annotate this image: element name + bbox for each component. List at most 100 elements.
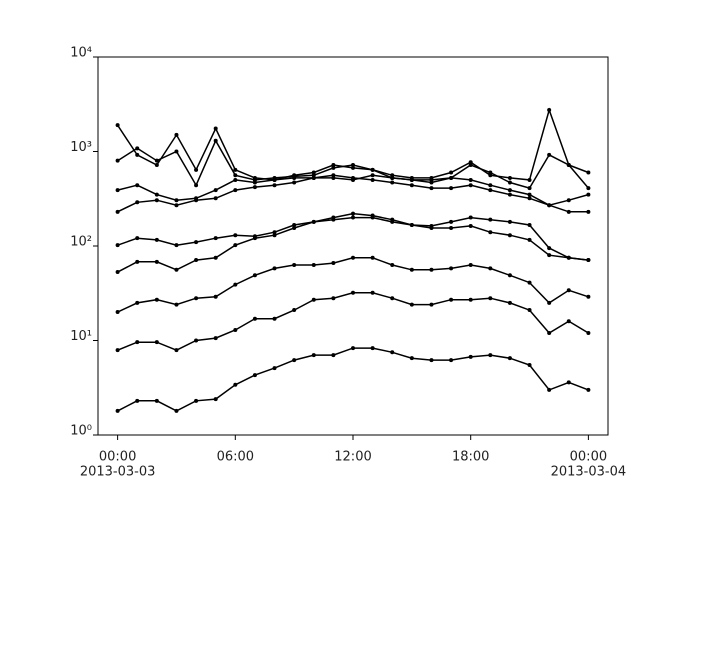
series-point	[351, 346, 355, 351]
series-point	[292, 308, 297, 313]
series-point	[449, 297, 454, 302]
series-point	[468, 215, 473, 220]
series-point	[233, 328, 238, 333]
series-point	[272, 230, 277, 235]
series-point	[115, 158, 120, 163]
series-point	[115, 188, 120, 193]
series-line	[117, 257, 589, 313]
series-point	[429, 186, 434, 191]
series-point	[154, 259, 159, 264]
series-line	[117, 216, 589, 273]
series-point	[331, 261, 336, 266]
series-point	[154, 297, 159, 302]
series-point	[135, 300, 140, 305]
series-point	[174, 132, 179, 137]
series-point	[390, 217, 395, 222]
series-point	[390, 350, 395, 355]
series-point	[449, 266, 454, 271]
series-point	[527, 237, 532, 242]
series-point	[390, 180, 395, 185]
series-point	[154, 162, 159, 167]
series-point	[135, 398, 140, 403]
series-point	[409, 302, 414, 307]
series-point	[174, 149, 179, 154]
x-date-label: 2013-03-04	[551, 465, 627, 480]
series-point	[213, 336, 218, 341]
series-point	[409, 356, 414, 361]
series-point	[351, 165, 355, 170]
series-point	[233, 177, 238, 182]
series-point	[272, 366, 277, 371]
series-point	[370, 173, 375, 178]
series-point	[174, 267, 179, 272]
series-point	[194, 338, 199, 343]
series-point	[311, 297, 316, 302]
series-point	[488, 296, 493, 301]
series-point	[311, 219, 316, 224]
series-point	[488, 188, 493, 193]
series-point	[547, 331, 552, 336]
series-point	[213, 255, 218, 260]
series-point	[351, 177, 355, 182]
series-point	[272, 233, 277, 238]
series-point	[292, 358, 297, 363]
series-point	[115, 408, 120, 413]
series-point	[351, 162, 355, 167]
series-point	[547, 253, 552, 258]
series-point	[135, 259, 140, 264]
series-point	[115, 209, 120, 214]
series-point	[507, 273, 512, 278]
series-point	[507, 219, 512, 224]
series-point	[507, 180, 512, 185]
series-point	[507, 175, 512, 180]
series-point	[370, 177, 375, 182]
series-point	[252, 185, 257, 190]
series-point	[233, 382, 238, 387]
series-point	[213, 126, 218, 131]
series-point	[488, 183, 493, 188]
series-point	[409, 183, 414, 188]
series-point	[390, 262, 395, 267]
series-point	[507, 192, 512, 197]
series-point	[115, 270, 120, 275]
series-point	[331, 175, 336, 180]
series-point	[547, 246, 552, 251]
plot-frame	[97, 56, 609, 436]
series-point	[331, 165, 336, 170]
series-point	[194, 240, 199, 245]
series-point	[351, 290, 355, 295]
series-point	[154, 237, 159, 242]
series-point	[351, 215, 355, 220]
series-point	[252, 373, 257, 378]
series-point	[135, 152, 140, 157]
series-point	[311, 170, 316, 175]
series-point	[272, 316, 277, 321]
series-point	[527, 308, 532, 313]
series-point	[449, 226, 454, 231]
series-point	[213, 188, 218, 193]
series-point	[272, 266, 277, 271]
series-point	[390, 175, 395, 180]
series-point	[586, 258, 591, 263]
series-point	[252, 177, 257, 182]
series-point	[566, 319, 571, 324]
series-point	[194, 258, 199, 263]
series-point	[449, 170, 454, 175]
series-point	[115, 123, 120, 128]
series-point	[547, 300, 552, 305]
series-point	[292, 226, 297, 231]
series-point	[527, 196, 532, 201]
series-point	[115, 243, 120, 248]
series-point	[488, 217, 493, 222]
series-point	[194, 296, 199, 301]
series-point	[331, 215, 336, 220]
series-point	[449, 358, 454, 363]
series-point	[370, 290, 375, 295]
series-point	[507, 233, 512, 238]
series-point	[507, 300, 512, 305]
series-point	[488, 353, 493, 358]
x-tick-label: 18:00	[452, 450, 489, 465]
x-tick-label: 12:00	[334, 450, 371, 465]
series-point	[292, 262, 297, 267]
series-point	[488, 266, 493, 271]
